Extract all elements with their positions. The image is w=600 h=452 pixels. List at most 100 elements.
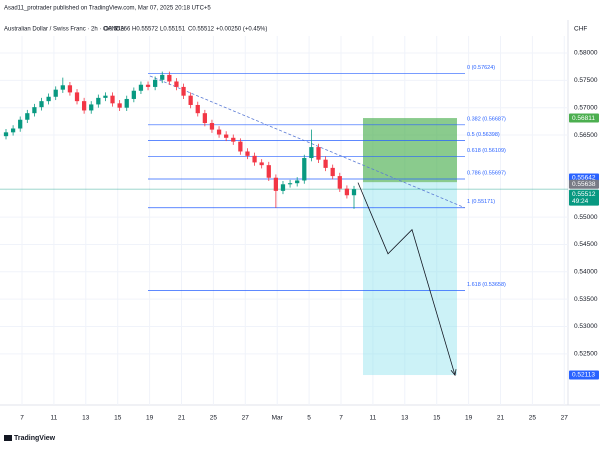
candle-body: [138, 84, 144, 91]
candle-body: [188, 95, 193, 105]
x-tick-label: Mar: [272, 415, 284, 422]
candle-body: [259, 162, 264, 166]
candle-body: [238, 141, 243, 152]
y-tick-label: 0.57000: [574, 104, 598, 111]
ohlc-value: O0.55266: [104, 27, 131, 33]
candle-body: [287, 183, 293, 185]
candle-body: [124, 98, 129, 108]
candle-body: [295, 180, 300, 184]
fib-label: 0.5 (0.56398): [467, 132, 500, 138]
candle-body: [280, 184, 286, 191]
candle-body: [117, 103, 122, 108]
x-tick-label: 13: [82, 415, 90, 422]
candle-body: [266, 165, 271, 178]
candle-body: [309, 147, 314, 159]
price-tag-label: 0.52113: [572, 372, 595, 379]
x-tick-label: 11: [51, 415, 58, 422]
x-tick-label: 21: [178, 415, 186, 422]
candle-body: [202, 113, 207, 124]
candle-body: [145, 84, 151, 87]
candle-body: [245, 151, 250, 156]
candle-body: [231, 137, 236, 142]
candle-body: [53, 89, 58, 97]
price-tag: [569, 113, 599, 123]
candle-body: [167, 74, 172, 82]
candle-body: [273, 177, 279, 191]
y-tick-label: 0.57500: [574, 77, 598, 84]
y-tick-label: 0.56500: [574, 132, 598, 139]
candle-body: [209, 123, 215, 130]
y-tick-label: 0.58000: [574, 50, 598, 57]
fib-label: 1 (0.55171): [467, 199, 495, 205]
x-tick-label: 19: [465, 415, 473, 422]
candle-body: [18, 119, 23, 129]
candle-body: [10, 128, 16, 133]
candle-body: [110, 95, 115, 104]
logo: [4, 435, 12, 441]
price-tag-label: 0.55638: [572, 181, 596, 188]
ohlc-value: L0.55151: [160, 27, 186, 33]
candle-body: [103, 95, 108, 98]
currency: CHF: [574, 26, 587, 33]
y-tick-label: 0.52500: [574, 351, 598, 358]
projection-path: [357, 182, 456, 376]
countdown: 49:24: [572, 198, 589, 205]
fib-label: 0.618 (0.56109): [467, 148, 506, 154]
fib-label: 0.786 (0.55697): [467, 170, 506, 176]
price-tag-label: 0.56811: [572, 115, 595, 122]
candle-body: [39, 101, 44, 108]
x-tick-label: 7: [20, 415, 24, 422]
price-tag: [569, 179, 599, 189]
footer-brand: TradingView: [14, 435, 56, 442]
x-tick-label: 19: [146, 415, 154, 422]
fib-label: 1.618 (0.53658): [467, 282, 506, 288]
x-tick-label: 27: [561, 415, 569, 422]
stop-zone: [363, 182, 457, 376]
candle-body: [60, 85, 65, 90]
candle-body: [323, 159, 328, 168]
x-tick-label: 15: [114, 415, 122, 422]
y-tick-label: 0.53000: [574, 323, 598, 330]
x-tick-label: 27: [242, 415, 250, 422]
candle-body: [74, 92, 80, 102]
candle-body: [337, 176, 342, 189]
x-tick-label: 5: [307, 415, 311, 422]
y-tick-label: 0.54500: [574, 241, 598, 248]
price-tag-label: 0.55512: [572, 191, 596, 198]
x-tick-label: 7: [339, 415, 343, 422]
target-zone: [363, 118, 457, 183]
x-tick-label: 15: [433, 415, 441, 422]
y-tick-label: 0.55000: [574, 214, 598, 221]
candle-body: [252, 155, 257, 163]
candle-body: [195, 104, 200, 114]
x-tick-label: 11: [370, 415, 377, 422]
candle-body: [174, 81, 179, 87]
ohlc-value: C0.55512: [188, 27, 215, 33]
candle-body: [351, 189, 357, 196]
candle-body: [89, 104, 94, 111]
candle-body: [81, 101, 87, 111]
price-tag: [569, 189, 599, 206]
candle-body: [181, 86, 186, 96]
candle-body: [344, 188, 350, 196]
candle-body: [216, 129, 222, 135]
symbol: Australian Dollar / Swiss Franc · 2h · O…: [4, 27, 124, 33]
price-tag: [569, 370, 599, 380]
y-tick-label: 0.54000: [574, 269, 598, 276]
ohlc-value: H0.55572: [132, 27, 159, 33]
x-tick-label: 13: [401, 415, 409, 422]
candle-body: [302, 158, 307, 181]
trendline: [149, 75, 466, 209]
x-tick-label: 25: [210, 415, 218, 422]
candle-body: [67, 85, 73, 93]
price-tag-label: 0.55642: [572, 175, 596, 182]
y-tick-label: 0.53500: [574, 296, 598, 303]
x-tick-label: 25: [529, 415, 537, 422]
candle-body: [330, 167, 335, 177]
fib-label: 0.382 (0.56687): [467, 116, 506, 122]
logo-icon: [4, 435, 12, 441]
candle-body: [224, 134, 229, 138]
x-tick-label: 21: [497, 415, 505, 422]
